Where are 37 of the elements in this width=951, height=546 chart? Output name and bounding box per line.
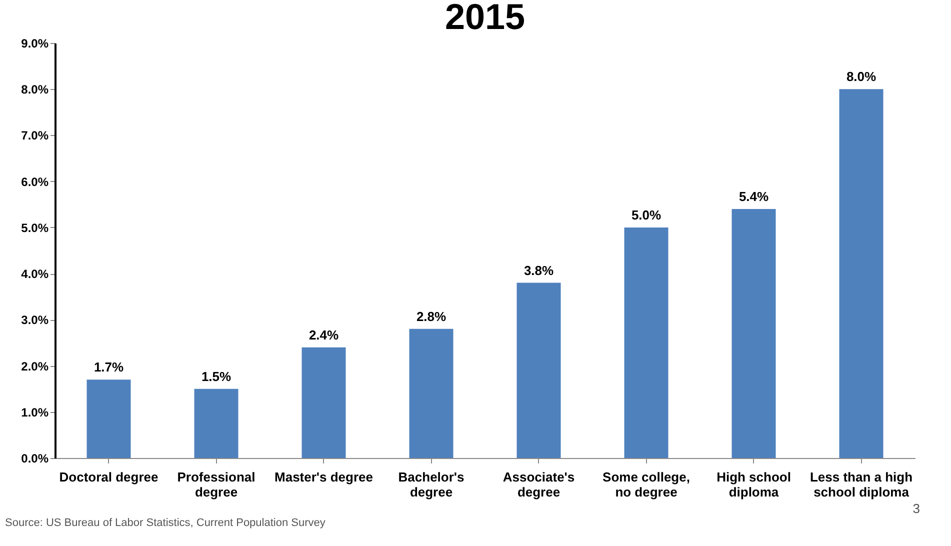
x-tick-label: Master's degree (274, 470, 373, 484)
data-label: 1.7% (94, 360, 124, 375)
x-tick-label: Some college, no degree (602, 470, 690, 500)
y-tick-label: 9.0% (21, 36, 49, 50)
y-tick-label: 0.0% (21, 452, 49, 466)
data-label: 5.4% (738, 189, 769, 204)
x-tick-label: Less than a high school diploma (810, 470, 913, 500)
bar (302, 347, 346, 458)
bar (86, 380, 131, 458)
bar (839, 89, 884, 458)
y-tick-label: 1.0% (21, 405, 49, 420)
text: 3 (912, 501, 920, 516)
bar (409, 328, 454, 458)
y-tick-label: 8.0% (21, 82, 49, 97)
bar (194, 388, 238, 458)
x-tick-label: Professional degree (177, 470, 256, 500)
data-label: 5.0% (631, 207, 662, 222)
y-tick-label: 2.0% (21, 359, 49, 374)
data-label: 2.8% (416, 308, 446, 324)
bar (732, 209, 776, 458)
x-tick-label: Doctoral degree (59, 470, 158, 484)
chart-title: 2015 (444, 0, 526, 37)
data-label: 3.8% (524, 262, 554, 278)
y-tick-label: 4.0% (21, 267, 49, 282)
x-tick-label: Associate's degree (502, 470, 575, 500)
y-tick-label: 6.0% (21, 174, 49, 189)
bar (624, 227, 668, 458)
x-tick-label: Bachelor's degree (398, 470, 464, 500)
bar (516, 282, 561, 458)
y-tick-label: 3.0% (21, 313, 49, 328)
data-label: 2.4% (308, 327, 339, 342)
data-label: 8.0% (846, 69, 876, 84)
y-tick-label: 5.0% (21, 220, 49, 235)
source-note: Source: US Bureau of Labor Statistics, Current Population Survey (5, 517, 326, 529)
data-label: 1.5% (201, 368, 232, 384)
y-tick-label: 7.0% (21, 128, 49, 143)
x-tick-label: High school diploma (716, 470, 791, 500)
